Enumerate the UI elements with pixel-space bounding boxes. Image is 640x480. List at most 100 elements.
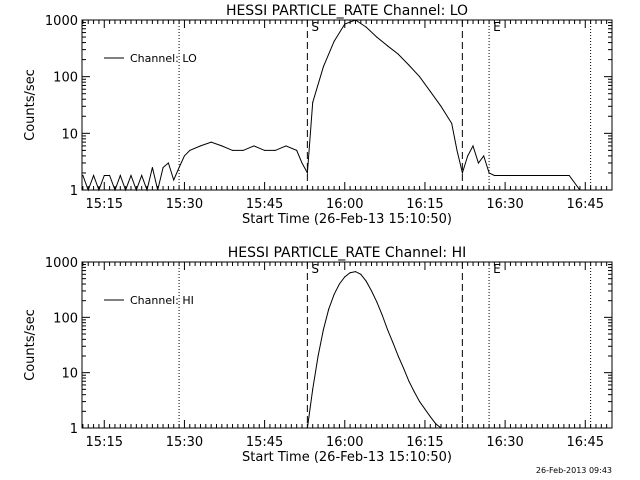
- data-point: [440, 427, 442, 429]
- data-point: [130, 175, 132, 176]
- plot-frame: [81, 261, 613, 429]
- data-point: [344, 23, 346, 25]
- y-tick-label: 1000: [45, 256, 78, 271]
- marker-label: E: [493, 262, 501, 276]
- x-axis-label: Start Time (26-Feb-13 15:10:50): [242, 450, 452, 465]
- x-axis-label: Start Time (26-Feb-13 15:10:50): [242, 212, 452, 227]
- chart-title: HESSI PARTICLE_RATE Channel: HI: [228, 245, 466, 261]
- data-point: [397, 355, 399, 357]
- data-point: [114, 189, 116, 191]
- data-point: [365, 26, 367, 28]
- data-point: [456, 149, 458, 151]
- data-point: [419, 401, 421, 403]
- data-point: [253, 145, 255, 147]
- data-point: [285, 145, 287, 147]
- data-point: [93, 175, 95, 176]
- data-point: [183, 155, 185, 157]
- data-point: [451, 122, 453, 124]
- x-tick-label: 16:45: [567, 197, 604, 212]
- data-point: [349, 272, 351, 274]
- data-point: [264, 149, 266, 151]
- data-point: [355, 19, 356, 21]
- y-axis-label: Counts/sec: [23, 69, 38, 141]
- x-tick-label: 15:15: [86, 435, 123, 450]
- y-tick-label: 100: [53, 71, 78, 86]
- data-point: [173, 179, 175, 181]
- y-tick-label: 100: [53, 311, 78, 326]
- data-point: [274, 149, 276, 151]
- data-point: [189, 149, 191, 151]
- data-point: [440, 105, 442, 107]
- data-point: [119, 175, 121, 176]
- data-point: [547, 175, 549, 176]
- data-point: [477, 162, 479, 164]
- data-point: [526, 175, 527, 176]
- data-point: [125, 189, 127, 191]
- data-point: [81, 175, 83, 176]
- data-point: [98, 189, 100, 191]
- data-point: [403, 367, 405, 369]
- data-point: [584, 189, 586, 191]
- data-point: [221, 145, 223, 147]
- data-point: [141, 175, 143, 176]
- data-point: [387, 329, 388, 331]
- data-point: [461, 172, 463, 174]
- data-point: [381, 314, 383, 316]
- data-point: [87, 189, 89, 191]
- data-point: [151, 167, 153, 168]
- data-point: [504, 175, 506, 176]
- x-tick-label: 16:00: [326, 435, 363, 450]
- marker-label: S: [311, 262, 319, 276]
- data-point: [408, 380, 410, 382]
- data-point: [167, 162, 169, 164]
- x-tick-label: 15:15: [86, 197, 123, 212]
- data-point: [435, 423, 437, 425]
- y-tick-label: 1000: [45, 14, 78, 29]
- data-point: [360, 273, 362, 275]
- data-point: [135, 189, 137, 191]
- plot-frame: [81, 19, 613, 191]
- data-point: [467, 155, 469, 157]
- data-point: [103, 175, 105, 176]
- data-point: [296, 149, 298, 151]
- data-point: [493, 175, 495, 176]
- data-point: [200, 145, 201, 147]
- data-point: [301, 162, 303, 164]
- x-tick-label: 16:15: [406, 197, 443, 212]
- legend-label: Channel: LO: [130, 52, 197, 65]
- data-point: [322, 329, 324, 331]
- data-point: [312, 388, 314, 390]
- data-point: [408, 64, 410, 66]
- marker-label: S: [311, 20, 319, 34]
- data-point: [242, 149, 244, 151]
- data-point: [109, 175, 111, 176]
- data-point: [322, 66, 324, 68]
- data-point: [355, 271, 356, 273]
- series-line-0: [306, 271, 442, 429]
- data-point: [338, 283, 340, 285]
- x-tick-label: 16:30: [486, 435, 523, 450]
- data-point: [536, 175, 538, 176]
- data-point: [306, 427, 308, 429]
- data-point: [306, 172, 308, 174]
- x-tick-label: 15:45: [246, 197, 283, 212]
- data-point: [344, 276, 346, 278]
- data-point: [429, 416, 431, 418]
- data-point: [312, 102, 314, 103]
- x-tick-label: 15:30: [166, 197, 203, 212]
- y-axis-label: Counts/sec: [23, 309, 38, 381]
- data-point: [472, 145, 474, 147]
- data-point: [397, 53, 399, 55]
- data-point: [488, 172, 490, 174]
- data-point: [328, 308, 330, 310]
- data-point: [387, 45, 388, 47]
- data-point: [483, 155, 485, 157]
- data-point: [146, 189, 148, 191]
- data-point: [558, 175, 560, 176]
- data-point: [210, 141, 212, 143]
- data-point: [371, 290, 372, 292]
- data-point: [178, 167, 180, 168]
- x-tick-label: 16:00: [326, 197, 363, 212]
- data-point: [413, 391, 415, 393]
